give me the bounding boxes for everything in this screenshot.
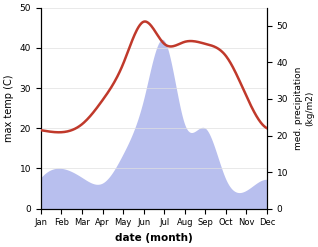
X-axis label: date (month): date (month) bbox=[115, 233, 193, 243]
Y-axis label: max temp (C): max temp (C) bbox=[4, 74, 14, 142]
Y-axis label: med. precipitation
(kg/m2): med. precipitation (kg/m2) bbox=[294, 66, 314, 150]
